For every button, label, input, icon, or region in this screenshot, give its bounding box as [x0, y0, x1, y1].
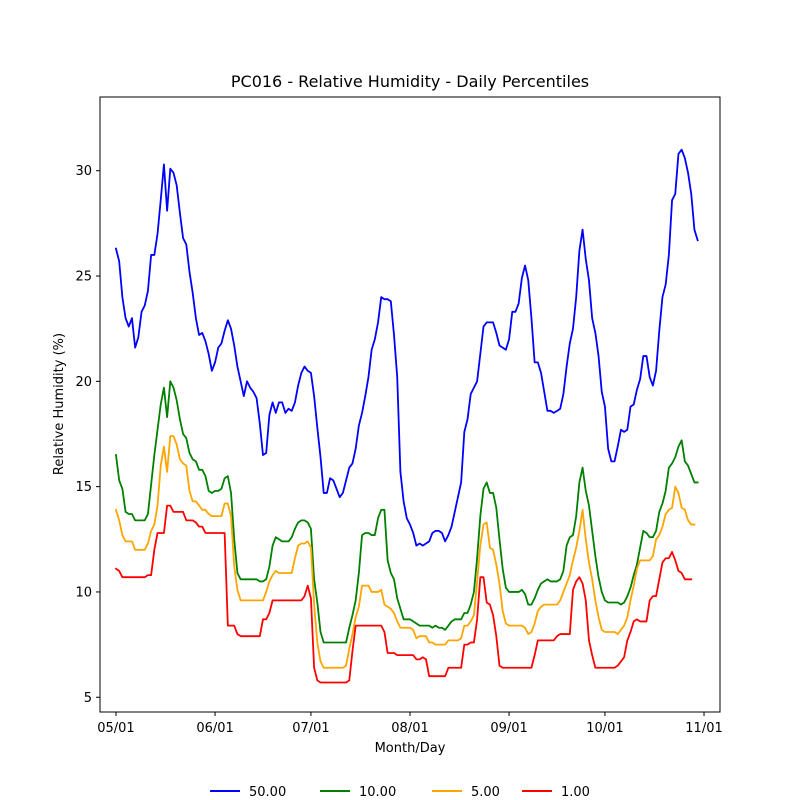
chart-title: PC016 - Relative Humidity - Daily Percen…	[231, 72, 589, 91]
y-tick-label: 30	[75, 164, 92, 179]
y-tick-label: 15	[75, 480, 92, 495]
x-tick-label: 05/01	[97, 721, 134, 736]
legend-label: 50.00	[249, 785, 286, 800]
legend-entry-2: 5.00	[432, 785, 500, 800]
legend: 50.00 10.00 5.00 1.00	[210, 785, 590, 800]
plot-area	[99, 96, 721, 713]
x-tick-label: 08/01	[391, 721, 428, 736]
series-line-1	[114, 380, 699, 644]
x-axis: 05/01 06/01 07/01 08/01 09/01 10/01 11/01	[97, 712, 723, 736]
x-tick-label: 11/01	[685, 721, 722, 736]
legend-entry-1: 10.00	[320, 785, 396, 800]
legend-label: 1.00	[561, 785, 590, 800]
y-axis: 5 10 15 20 25 30	[75, 164, 100, 706]
series-line-0	[114, 148, 699, 547]
y-tick-label: 10	[75, 585, 92, 600]
y-axis-label: Relative Humidity (%)	[52, 333, 67, 475]
legend-label: 10.00	[359, 785, 396, 800]
x-tick-label: 10/01	[586, 721, 623, 736]
x-axis-label: Month/Day	[375, 741, 446, 756]
series-group	[114, 148, 699, 684]
legend-entry-3: 1.00	[522, 785, 590, 800]
plot-background	[100, 97, 720, 712]
y-tick-label: 20	[75, 375, 92, 390]
x-tick-label: 09/01	[490, 721, 527, 736]
series-line-2	[114, 435, 696, 669]
y-tick-label: 25	[75, 270, 92, 285]
series-line-3	[114, 504, 693, 684]
y-tick-label: 5	[84, 691, 92, 706]
legend-entry-0: 50.00	[210, 785, 286, 800]
legend-label: 5.00	[471, 785, 500, 800]
x-tick-label: 06/01	[196, 721, 233, 736]
x-tick-label: 07/01	[292, 721, 329, 736]
